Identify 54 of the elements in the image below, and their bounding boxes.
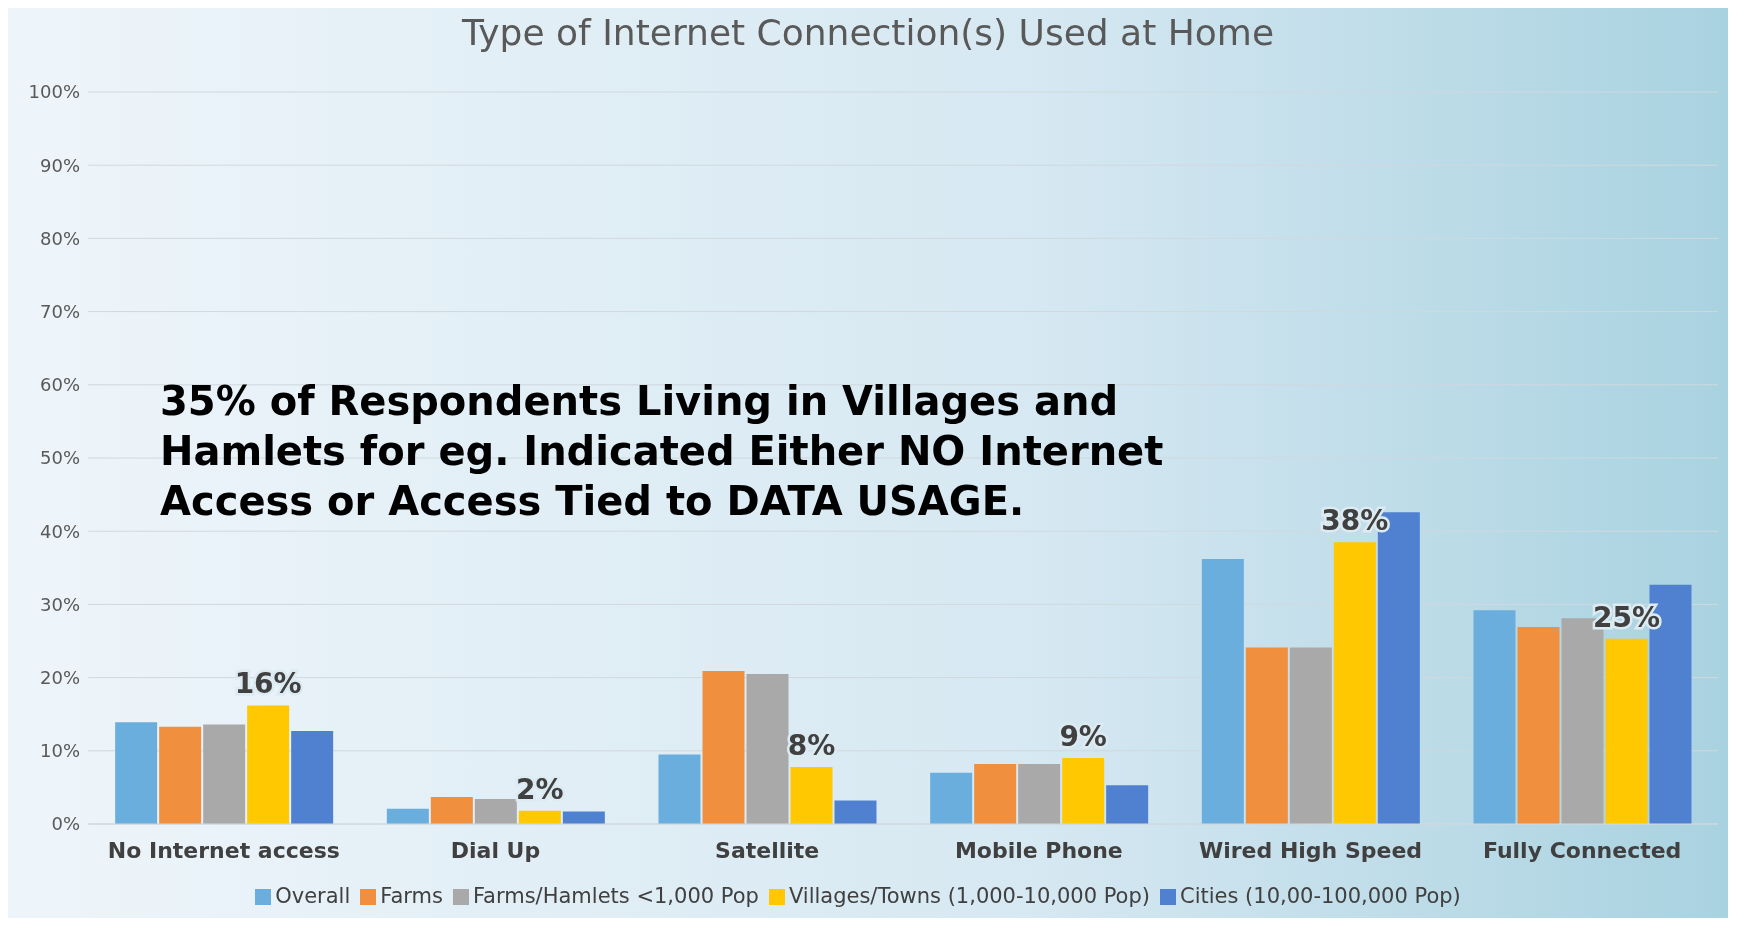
bar [974,763,1017,824]
x-tick-label: Mobile Phone [954,837,1123,863]
y-tick-label: 60% [39,374,80,396]
bar [247,705,290,824]
data-label: 8% [787,728,836,762]
y-tick-label: 20% [39,666,80,688]
bar [790,766,833,824]
y-tick-label: 40% [39,520,80,542]
annotation: 35% of Respondents Living in Villages and Hamlets for eg. Indicated Either NO Internet Access or Access Tied to DATA USAGE. [160,377,1165,526]
data-label: 16% [234,667,302,701]
legend-label: Farms [380,884,443,908]
bar [1106,785,1149,824]
legend-label: Villages/Towns (1,000-10,000 Pop) [788,884,1150,908]
y-tick-label: 80% [39,227,80,249]
x-tick-label: Wired High Speed [1198,837,1423,863]
bar [1201,559,1244,824]
x-tick-label: No Internet access [107,837,340,863]
bar [1245,647,1288,824]
bar [518,810,561,824]
bar [1018,763,1061,824]
y-tick-label: 30% [39,593,80,615]
bar [834,800,877,824]
y-tick-label: 100% [28,81,80,103]
x-tick-label: Satellite [715,837,820,863]
bar [291,731,334,824]
bar [474,799,517,824]
bar [1333,542,1376,824]
data-label: 9% [1059,720,1107,754]
x-tick-label: Fully Connected [1482,837,1682,863]
data-label: 2% [516,772,564,806]
x-tick-label: Dial Up [450,837,541,863]
bar [930,772,973,824]
legend-label: Cities (10,00-100,000 Pop) [1180,884,1461,908]
bar [430,796,473,824]
legend-label: Overall [275,884,351,908]
y-tick-label: 10% [39,740,80,762]
bar [1605,638,1648,824]
bar [115,722,158,824]
bar [658,754,701,824]
y-tick-label: 90% [39,154,80,176]
y-tick-label: 0% [51,813,80,835]
bar [1517,627,1560,824]
bar [702,671,745,824]
bar [159,726,202,824]
bar [203,724,246,824]
bar [1062,758,1105,824]
legend-label: Farms/Hamlets <1,000 Pop [472,884,759,908]
bar [1289,647,1332,824]
chart-title: Type of Internet Connection(s) Used at Home [460,11,1276,55]
y-tick-label: 70% [39,300,80,322]
bar [1473,610,1516,824]
y-tick-label: 50% [39,447,80,469]
bar [386,808,429,824]
bar [746,673,789,824]
